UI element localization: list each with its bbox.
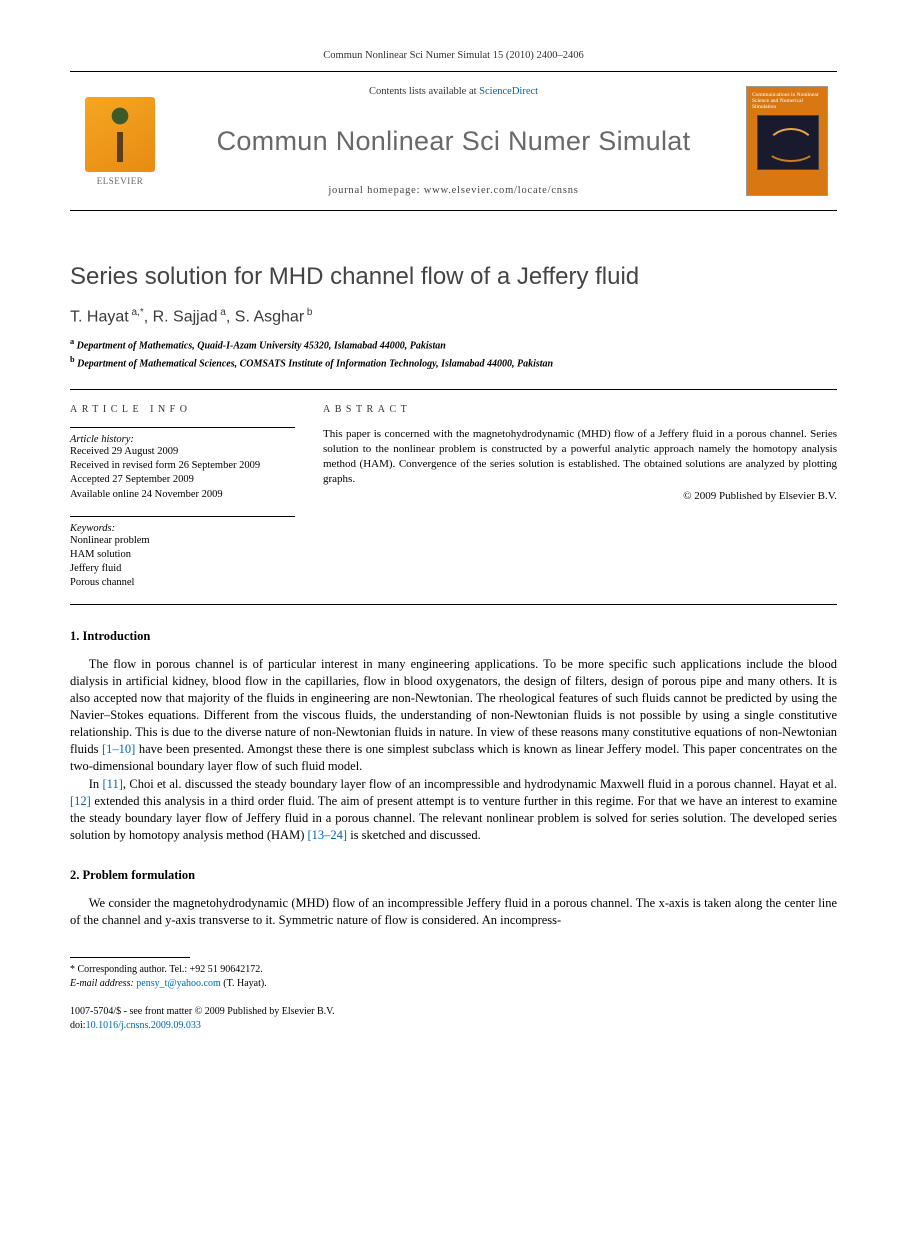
journal-homepage: journal homepage: www.elsevier.com/locat… bbox=[180, 185, 727, 196]
corresponding-footnote: * Corresponding author. Tel.: +92 51 906… bbox=[70, 963, 837, 977]
sciencedirect-link[interactable]: ScienceDirect bbox=[479, 86, 538, 97]
history-block: Article history: Received 29 August 2009… bbox=[70, 427, 295, 502]
keyword: Porous channel bbox=[70, 576, 295, 590]
cover-block: Communications in Nonlinear Science and … bbox=[737, 72, 837, 210]
affiliation-b: b Department of Mathematical Sciences, C… bbox=[70, 354, 837, 371]
history-label: Article history: bbox=[70, 434, 295, 445]
front-matter-line: 1007-5704/$ - see front matter © 2009 Pu… bbox=[70, 1005, 837, 1019]
keyword: Nonlinear problem bbox=[70, 534, 295, 548]
article-title: Series solution for MHD channel flow of … bbox=[70, 263, 837, 291]
section-1-title: 1. Introduction bbox=[70, 629, 837, 644]
abstract-heading: ABSTRACT bbox=[323, 404, 837, 415]
formulation-para-1: We consider the magnetohydrodynamic (MHD… bbox=[70, 895, 837, 929]
author-1: T. Hayat bbox=[70, 308, 129, 325]
p2-text-d: is sketched and discussed. bbox=[347, 828, 481, 842]
affil-sup-a: a, bbox=[129, 307, 140, 318]
doi-line: doi:10.1016/j.cnsns.2009.09.033 bbox=[70, 1019, 837, 1033]
section-2-title: 2. Problem formulation bbox=[70, 868, 837, 883]
p2-text-a: In bbox=[89, 777, 103, 791]
email-label: E-mail address: bbox=[70, 978, 136, 989]
journal-name: Commun Nonlinear Sci Numer Simulat bbox=[180, 126, 727, 157]
affil-text-b: Department of Mathematical Sciences, COM… bbox=[77, 358, 553, 369]
info-heading: ARTICLE INFO bbox=[70, 404, 295, 415]
sep: , bbox=[144, 308, 153, 325]
elsevier-tree-icon bbox=[85, 97, 155, 172]
p1-text-b: have been presented. Amongst these there… bbox=[70, 742, 837, 773]
contents-prefix: Contents lists available at bbox=[369, 86, 479, 97]
doi-label: doi: bbox=[70, 1020, 86, 1031]
keyword: Jeffery fluid bbox=[70, 562, 295, 576]
tree-icon bbox=[95, 107, 145, 162]
abstract-text: This paper is concerned with the magneto… bbox=[323, 427, 837, 486]
footer-block: 1007-5704/$ - see front matter © 2009 Pu… bbox=[70, 1005, 837, 1033]
intro-para-2: In [11], Choi et al. discussed the stead… bbox=[70, 776, 837, 844]
email-suffix: (T. Hayat). bbox=[221, 978, 267, 989]
authors-line: T. Hayat a,*, R. Sajjad a, S. Asghar b bbox=[70, 307, 837, 326]
affil-text-a: Department of Mathematics, Quaid-I-Azam … bbox=[77, 341, 446, 352]
masthead-center: Contents lists available at ScienceDirec… bbox=[170, 72, 737, 210]
ref-link-1-10[interactable]: [1–10] bbox=[102, 742, 135, 756]
intro-para-1: The flow in porous channel is of particu… bbox=[70, 656, 837, 774]
ref-link-11[interactable]: [11] bbox=[103, 777, 123, 791]
ref-link-13-24[interactable]: [13–24] bbox=[308, 828, 348, 842]
affiliations: a Department of Mathematics, Quaid-I-Aza… bbox=[70, 336, 837, 371]
cover-title: Communications in Nonlinear Science and … bbox=[752, 92, 822, 110]
publisher-block: ELSEVIER bbox=[70, 72, 170, 210]
ref-link-12[interactable]: [12] bbox=[70, 794, 91, 808]
abstract-copyright: © 2009 Published by Elsevier B.V. bbox=[323, 490, 837, 502]
author-3: S. Asghar bbox=[235, 308, 304, 325]
email-footnote: E-mail address: pensy_t@yahoo.com (T. Ha… bbox=[70, 977, 837, 991]
p2-text-b: , Choi et al. discussed the steady bound… bbox=[123, 777, 837, 791]
contents-available-line: Contents lists available at ScienceDirec… bbox=[180, 86, 727, 97]
history-item: Available online 24 November 2009 bbox=[70, 488, 295, 502]
journal-cover-icon: Communications in Nonlinear Science and … bbox=[746, 86, 828, 196]
header-citation: Commun Nonlinear Sci Numer Simulat 15 (2… bbox=[70, 50, 837, 61]
masthead: ELSEVIER Contents lists available at Sci… bbox=[70, 71, 837, 211]
cover-graphic-icon bbox=[757, 115, 819, 170]
keyword: HAM solution bbox=[70, 548, 295, 562]
divider-bottom bbox=[70, 604, 837, 605]
keywords-label: Keywords: bbox=[70, 523, 295, 534]
history-item: Received 29 August 2009 bbox=[70, 445, 295, 459]
author-2: R. Sajjad bbox=[153, 308, 218, 325]
publisher-label: ELSEVIER bbox=[97, 176, 144, 186]
affil-sup-a2: a bbox=[218, 307, 226, 318]
page-root: Commun Nonlinear Sci Numer Simulat 15 (2… bbox=[0, 0, 907, 1073]
affil-sup-b: b bbox=[304, 307, 312, 318]
history-item: Accepted 27 September 2009 bbox=[70, 473, 295, 487]
doi-link[interactable]: 10.1016/j.cnsns.2009.09.033 bbox=[86, 1020, 201, 1031]
keywords-block: Keywords: Nonlinear problem HAM solution… bbox=[70, 516, 295, 591]
article-info-column: ARTICLE INFO Article history: Received 2… bbox=[70, 404, 295, 590]
email-link[interactable]: pensy_t@yahoo.com bbox=[136, 978, 220, 989]
sep: , bbox=[226, 308, 235, 325]
footnote-separator bbox=[70, 957, 190, 958]
history-item: Received in revised form 26 September 20… bbox=[70, 459, 295, 473]
info-abstract-row: ARTICLE INFO Article history: Received 2… bbox=[70, 390, 837, 604]
affiliation-a: a Department of Mathematics, Quaid-I-Aza… bbox=[70, 336, 837, 353]
abstract-column: ABSTRACT This paper is concerned with th… bbox=[323, 404, 837, 590]
s2-p1-text: We consider the magnetohydrodynamic (MHD… bbox=[70, 896, 837, 927]
